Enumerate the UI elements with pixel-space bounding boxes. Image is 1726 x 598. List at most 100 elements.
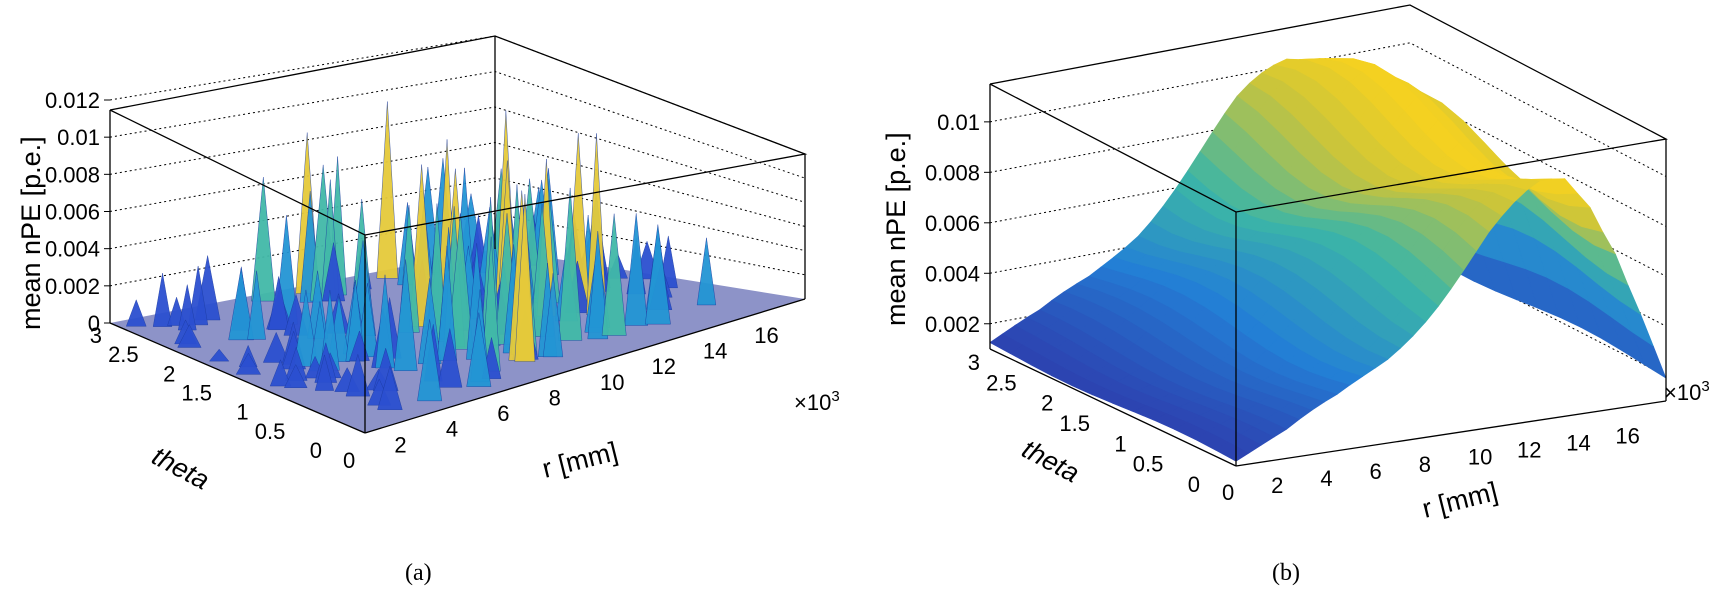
panel-b-r-tick-label: 10	[1468, 445, 1492, 470]
panel-a-z-tick-label: 0.008	[45, 162, 100, 187]
panel-a-r-tick-label: 2	[394, 432, 406, 457]
panel-a-frame	[109, 35, 808, 434]
panel-a-spike	[466, 312, 492, 387]
panel-a-theta-tick-label: 0.5	[255, 419, 286, 444]
panel-b-r-tick-label: 12	[1517, 438, 1541, 463]
panel-a-theta-tick-label: 2	[163, 361, 175, 386]
panel-a-spike	[152, 273, 173, 327]
panel-b-theta-tick-label: 0	[1188, 472, 1200, 497]
panel-b-frame	[989, 4, 1669, 467]
panel-a-spike	[587, 230, 609, 340]
panel-a-r-tick-label: 12	[651, 354, 675, 379]
panel-a-z-tick-label: 0.012	[45, 88, 100, 113]
panel-a-z-tick-label: 0.004	[45, 237, 100, 262]
panel-a-r-tick-label: 16	[754, 323, 778, 348]
panel-b-r-tick-label: 16	[1615, 424, 1639, 449]
panel-a-spike	[417, 319, 443, 402]
panel-b-r-tick-label: 14	[1566, 431, 1590, 456]
panel-a-spike	[209, 348, 230, 362]
panel-b-r-tick-label: 6	[1370, 459, 1382, 484]
panel-a-r-axis-label: r [mm]	[539, 436, 620, 484]
panel-a-z-tick-label: 0	[88, 311, 100, 336]
panel-b-r-tick-label: 8	[1419, 452, 1431, 477]
panel-b-z-tick-label: 0.01	[937, 110, 980, 135]
panel-a-spike	[247, 270, 266, 340]
panel-b-z-tick-label: 0.004	[925, 261, 980, 286]
panel-a-spike	[376, 101, 399, 279]
panel-a-spike	[314, 354, 334, 391]
panel-a-z-tick-label: 0.01	[57, 125, 100, 150]
panel-b-r-tick-label: 4	[1320, 466, 1332, 491]
panel-a-spike	[293, 289, 319, 367]
panel-a-caption: (a)	[405, 560, 432, 586]
panel-b-z-axis-label: mean nPE [p.e.]	[881, 132, 911, 326]
panel-b-surface	[989, 58, 1667, 462]
panel-a-spike	[377, 365, 403, 410]
panel-a-spike	[542, 273, 564, 358]
panel-a-spike	[125, 299, 147, 327]
panel-a-r-ticks: 0 2 4 6 8 10 12 14 16	[343, 323, 779, 473]
panel-a-spike	[345, 353, 371, 397]
panel-b-r-tick-label: 0	[1222, 480, 1234, 505]
panel-a-r-tick-label: 4	[446, 417, 458, 442]
panel-a-theta-tick-label: 1	[236, 400, 248, 425]
panel-b-surface-cell	[1214, 441, 1250, 462]
panel-a-spike	[644, 224, 671, 325]
panel-a-spike	[322, 242, 346, 302]
panel-a-theta-tick-label: 1.5	[181, 381, 212, 406]
panel-a-r-tick-label: 6	[497, 401, 509, 426]
panel-a-theta-ticks: 0 0.5 1 1.52 2.53	[90, 323, 322, 463]
panel-b-r-ticks: 0 2 4 6 8 10 12 14 16	[1222, 424, 1640, 505]
panel-a-spike	[228, 267, 254, 341]
panel-b-caption: (b)	[1272, 560, 1300, 586]
panel-a-z-axis-label: mean nPE [p.e.]	[16, 136, 46, 330]
panel-a-spike	[558, 187, 583, 341]
panel-a-spike	[262, 331, 290, 363]
panel-a-x-multiplier: ×103	[794, 388, 840, 415]
panel-a-grid-line	[109, 35, 806, 155]
panel-a-grid-line	[109, 70, 806, 179]
panel-a-spike	[601, 213, 627, 336]
panel-b-theta-tick-label: 0.5	[1133, 452, 1164, 477]
panel-b-r-tick-label: 2	[1271, 473, 1283, 498]
panel-b-z-tick-label: 0.008	[925, 160, 980, 185]
panel-a-z-tick-label: 0.002	[45, 274, 100, 299]
panel-a-r-tick-label: 14	[703, 338, 727, 363]
panel-b-theta-tick-label: 2	[1041, 391, 1053, 416]
panel-a-spike	[393, 259, 418, 371]
panel-a-spike	[696, 237, 717, 306]
panel-b-theta-axis-label: theta	[1017, 434, 1084, 489]
panel-a-r-tick-label: 0	[343, 448, 355, 473]
panel-a-theta-tick-label: 2.5	[108, 342, 139, 367]
panel-a-spike	[624, 213, 648, 326]
panel-a-z-tick-label: 0.006	[45, 200, 100, 225]
panel-b-r-axis-label: r [mm]	[1419, 476, 1500, 524]
panel-a-spike	[514, 194, 536, 362]
panel-a-theta-axis-label: theta	[147, 441, 214, 496]
panel-a-spike	[251, 177, 276, 302]
panel-a-r-tick-label: 8	[549, 385, 561, 410]
panel-a-spike	[447, 213, 474, 350]
panel-a-spike	[269, 359, 292, 387]
panel-a-spike	[235, 352, 261, 375]
panel-a-spike	[437, 328, 463, 388]
panel-a-r-tick-label: 10	[600, 370, 624, 395]
panel-b-theta-tick-label: 2.5	[986, 370, 1017, 395]
panel-b-z-tick-label: 0.002	[925, 312, 980, 337]
panel-a-spikes	[125, 101, 717, 410]
panel-a-theta-tick-label: 0	[310, 438, 322, 463]
panel-a-spike	[284, 364, 308, 388]
panel-b-theta-tick-label: 1.5	[1059, 411, 1090, 436]
panel-a-spike	[188, 265, 209, 326]
panel-b-z-tick-label: 0.006	[925, 211, 980, 236]
panel-a-spike	[268, 276, 290, 330]
panel-b-theta-ticks: 0 0.5 1 1.52 2.53	[968, 350, 1200, 497]
panel-b-x-multiplier: ×103	[1664, 378, 1710, 405]
panel-b-theta-tick-label: 3	[968, 350, 980, 375]
panel-b-theta-tick-label: 1	[1114, 431, 1126, 456]
panel-a-spike	[177, 324, 202, 348]
panel-a-grid-line	[109, 106, 806, 203]
